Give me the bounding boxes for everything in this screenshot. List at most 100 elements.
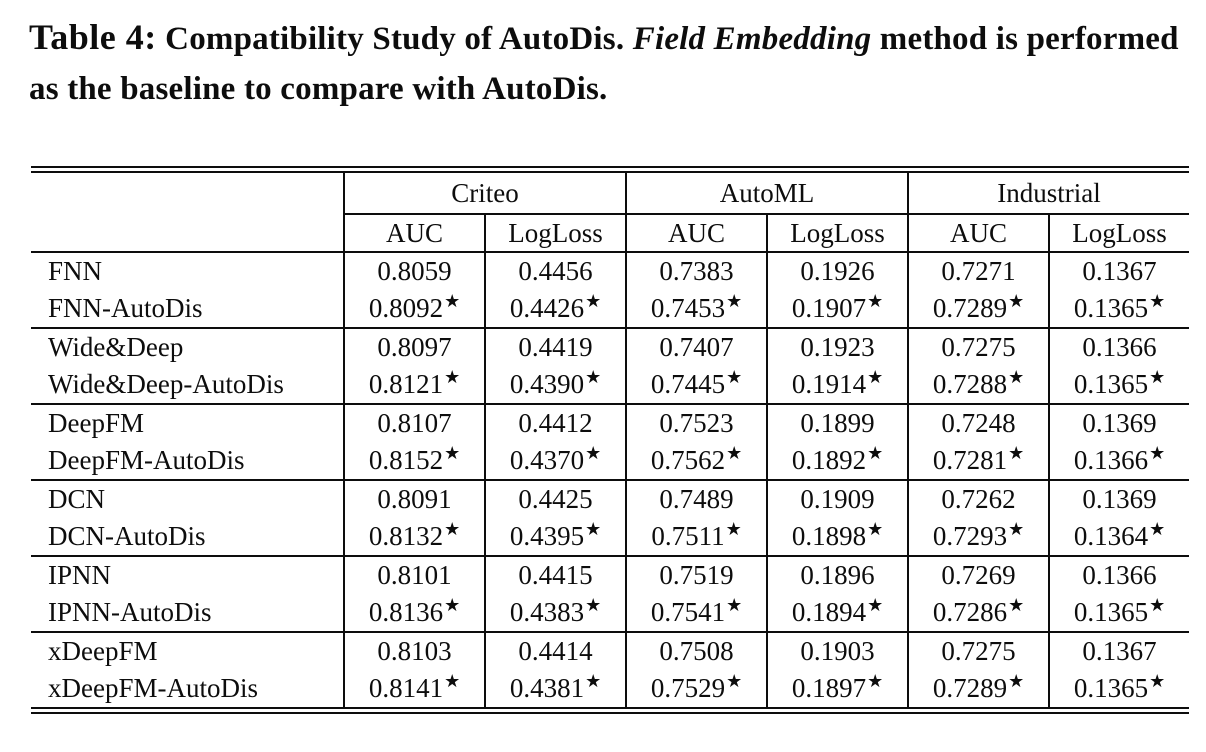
- significance-star: ★: [867, 519, 884, 539]
- cell-metric-value: 0.7562★: [625, 442, 767, 480]
- cell-metric-value: 0.1897★: [766, 670, 908, 711]
- cell-metric-value: 0.7288★: [907, 366, 1049, 404]
- table-row: IPNN 0.8101 0.4415 0.7519 0.1896 0.7269 0.1366: [31, 555, 1190, 594]
- significance-star: ★: [585, 367, 602, 387]
- significance-star: ★: [1149, 595, 1166, 615]
- metric-value: 0.7288: [932, 369, 1008, 399]
- cell-metric-value: 0.7511★: [625, 518, 767, 556]
- significance-star: ★: [1008, 519, 1025, 539]
- metric-value: 0.8132: [368, 521, 444, 551]
- cell-metric-value: 0.7289★: [907, 290, 1049, 328]
- metric-value: 0.1909: [800, 484, 875, 514]
- significance-star: ★: [444, 291, 461, 311]
- cell-metric-value: 0.4381★: [484, 670, 626, 711]
- metric-value: 0.1367: [1082, 256, 1157, 286]
- cell-metric-value: 0.1894★: [766, 594, 908, 632]
- cell-metric-value: 0.7281★: [907, 442, 1049, 480]
- cell-metric-value: 0.8092★: [343, 290, 485, 328]
- significance-star: ★: [1149, 291, 1166, 311]
- cell-metric-value: 0.1365★: [1047, 366, 1190, 404]
- cell-model-name: xDeepFM-AutoDis: [48, 673, 258, 703]
- col-header-automl-logloss: LogLoss: [766, 214, 908, 253]
- metric-value: 0.8092: [368, 293, 444, 323]
- cell-metric-value: 0.7523: [625, 403, 767, 442]
- table-row: xDeepFM-AutoDis 0.8141★ 0.4381★ 0.7529★ 0.18…: [31, 670, 1190, 711]
- cell-metric-value: 0.7529★: [625, 670, 767, 711]
- metric-value: 0.4456: [518, 256, 593, 286]
- cell-metric-value: 0.8101: [343, 555, 485, 594]
- metric-value: 0.4370: [509, 445, 585, 475]
- metric-value: 0.4414: [518, 636, 593, 666]
- table-row: IPNN-AutoDis 0.8136★ 0.4383★ 0.7541★ 0.1894★…: [31, 594, 1190, 632]
- cell-metric-value: 0.1369: [1047, 403, 1190, 442]
- cell-metric-value: 0.8103: [343, 631, 485, 670]
- cell-metric-value: 0.7453★: [625, 290, 767, 328]
- cell-model-name: IPNN-AutoDis: [48, 597, 212, 627]
- metric-value: 0.7529: [650, 673, 726, 703]
- significance-star: ★: [726, 671, 743, 691]
- cell-metric-value: 0.1367: [1047, 252, 1190, 290]
- metric-value: 0.1923: [800, 332, 875, 362]
- significance-star: ★: [585, 443, 602, 463]
- metric-value: 0.1366: [1073, 445, 1149, 475]
- metric-value: 0.8141: [368, 673, 444, 703]
- cell-metric-value: 0.7407: [625, 327, 767, 366]
- table-row: Wide&Deep 0.8097 0.4419 0.7407 0.1923 0.7275 0…: [31, 327, 1190, 366]
- cell-metric-value: 0.1365★: [1047, 670, 1190, 711]
- metric-value: 0.8103: [377, 636, 452, 666]
- cell-metric-value: 0.1914★: [766, 366, 908, 404]
- metric-value: 0.4419: [518, 332, 593, 362]
- table-row: FNN-AutoDis 0.8092★ 0.4426★ 0.7453★ 0.1907★ 0…: [31, 290, 1190, 328]
- cell-metric-value: 0.8132★: [343, 518, 485, 556]
- significance-star: ★: [867, 291, 884, 311]
- significance-star: ★: [444, 443, 461, 463]
- significance-star: ★: [867, 443, 884, 463]
- significance-star: ★: [1149, 671, 1166, 691]
- metric-value: 0.8091: [377, 484, 452, 514]
- metric-value: 0.1369: [1082, 408, 1157, 438]
- metric-value: 0.1364: [1073, 521, 1149, 551]
- group-header-automl: AutoML: [625, 169, 908, 215]
- cell-metric-value: 0.4425: [484, 479, 626, 518]
- caption-label: Table 4:: [29, 17, 157, 57]
- cell-metric-value: 0.4383★: [484, 594, 626, 632]
- metric-value: 0.1926: [800, 256, 875, 286]
- cell-model-name: DeepFM-AutoDis: [48, 445, 245, 475]
- table-row: Wide&Deep-AutoDis 0.8121★ 0.4390★ 0.7445★ 0.…: [31, 366, 1190, 404]
- cell-model-name: FNN-AutoDis: [48, 293, 203, 323]
- cell-metric-value: 0.1365★: [1047, 290, 1190, 328]
- cell-metric-value: 0.1364★: [1047, 518, 1190, 556]
- cell-metric-value: 0.7445★: [625, 366, 767, 404]
- cell-metric-value: 0.4426★: [484, 290, 626, 328]
- metric-value: 0.1892: [791, 445, 867, 475]
- metric-value: 0.7511: [651, 521, 725, 551]
- cell-metric-value: 0.8097: [343, 327, 485, 366]
- metric-value: 0.1907: [791, 293, 867, 323]
- cell-metric-value: 0.1892★: [766, 442, 908, 480]
- cell-metric-value: 0.7293★: [907, 518, 1049, 556]
- significance-star: ★: [1149, 367, 1166, 387]
- metric-value: 0.1897: [791, 673, 867, 703]
- cell-metric-value: 0.4419: [484, 327, 626, 366]
- significance-star: ★: [585, 291, 602, 311]
- caption-text-1: Compatibility Study of AutoDis.: [165, 21, 625, 57]
- caption-italic-term: Field Embedding: [632, 21, 872, 57]
- metric-value: 0.1899: [800, 408, 875, 438]
- metric-value: 0.1896: [800, 560, 875, 590]
- metric-value: 0.7293: [932, 521, 1008, 551]
- table-row: DCN-AutoDis 0.8132★ 0.4395★ 0.7511★ 0.1898★ 0…: [31, 518, 1190, 556]
- col-header-industrial-auc: AUC: [907, 214, 1049, 253]
- significance-star: ★: [1008, 671, 1025, 691]
- significance-star: ★: [1149, 443, 1166, 463]
- metric-value: 0.8059: [377, 256, 452, 286]
- metric-value: 0.8136: [368, 597, 444, 627]
- metric-value: 0.8101: [377, 560, 452, 590]
- metric-value: 0.7281: [932, 445, 1008, 475]
- significance-star: ★: [726, 367, 743, 387]
- metric-value: 0.7275: [941, 636, 1016, 666]
- group-header-industrial: Industrial: [906, 169, 1190, 215]
- significance-star: ★: [867, 595, 884, 615]
- cell-model-name: DCN: [31, 479, 344, 518]
- col-header-criteo-logloss: LogLoss: [484, 214, 626, 253]
